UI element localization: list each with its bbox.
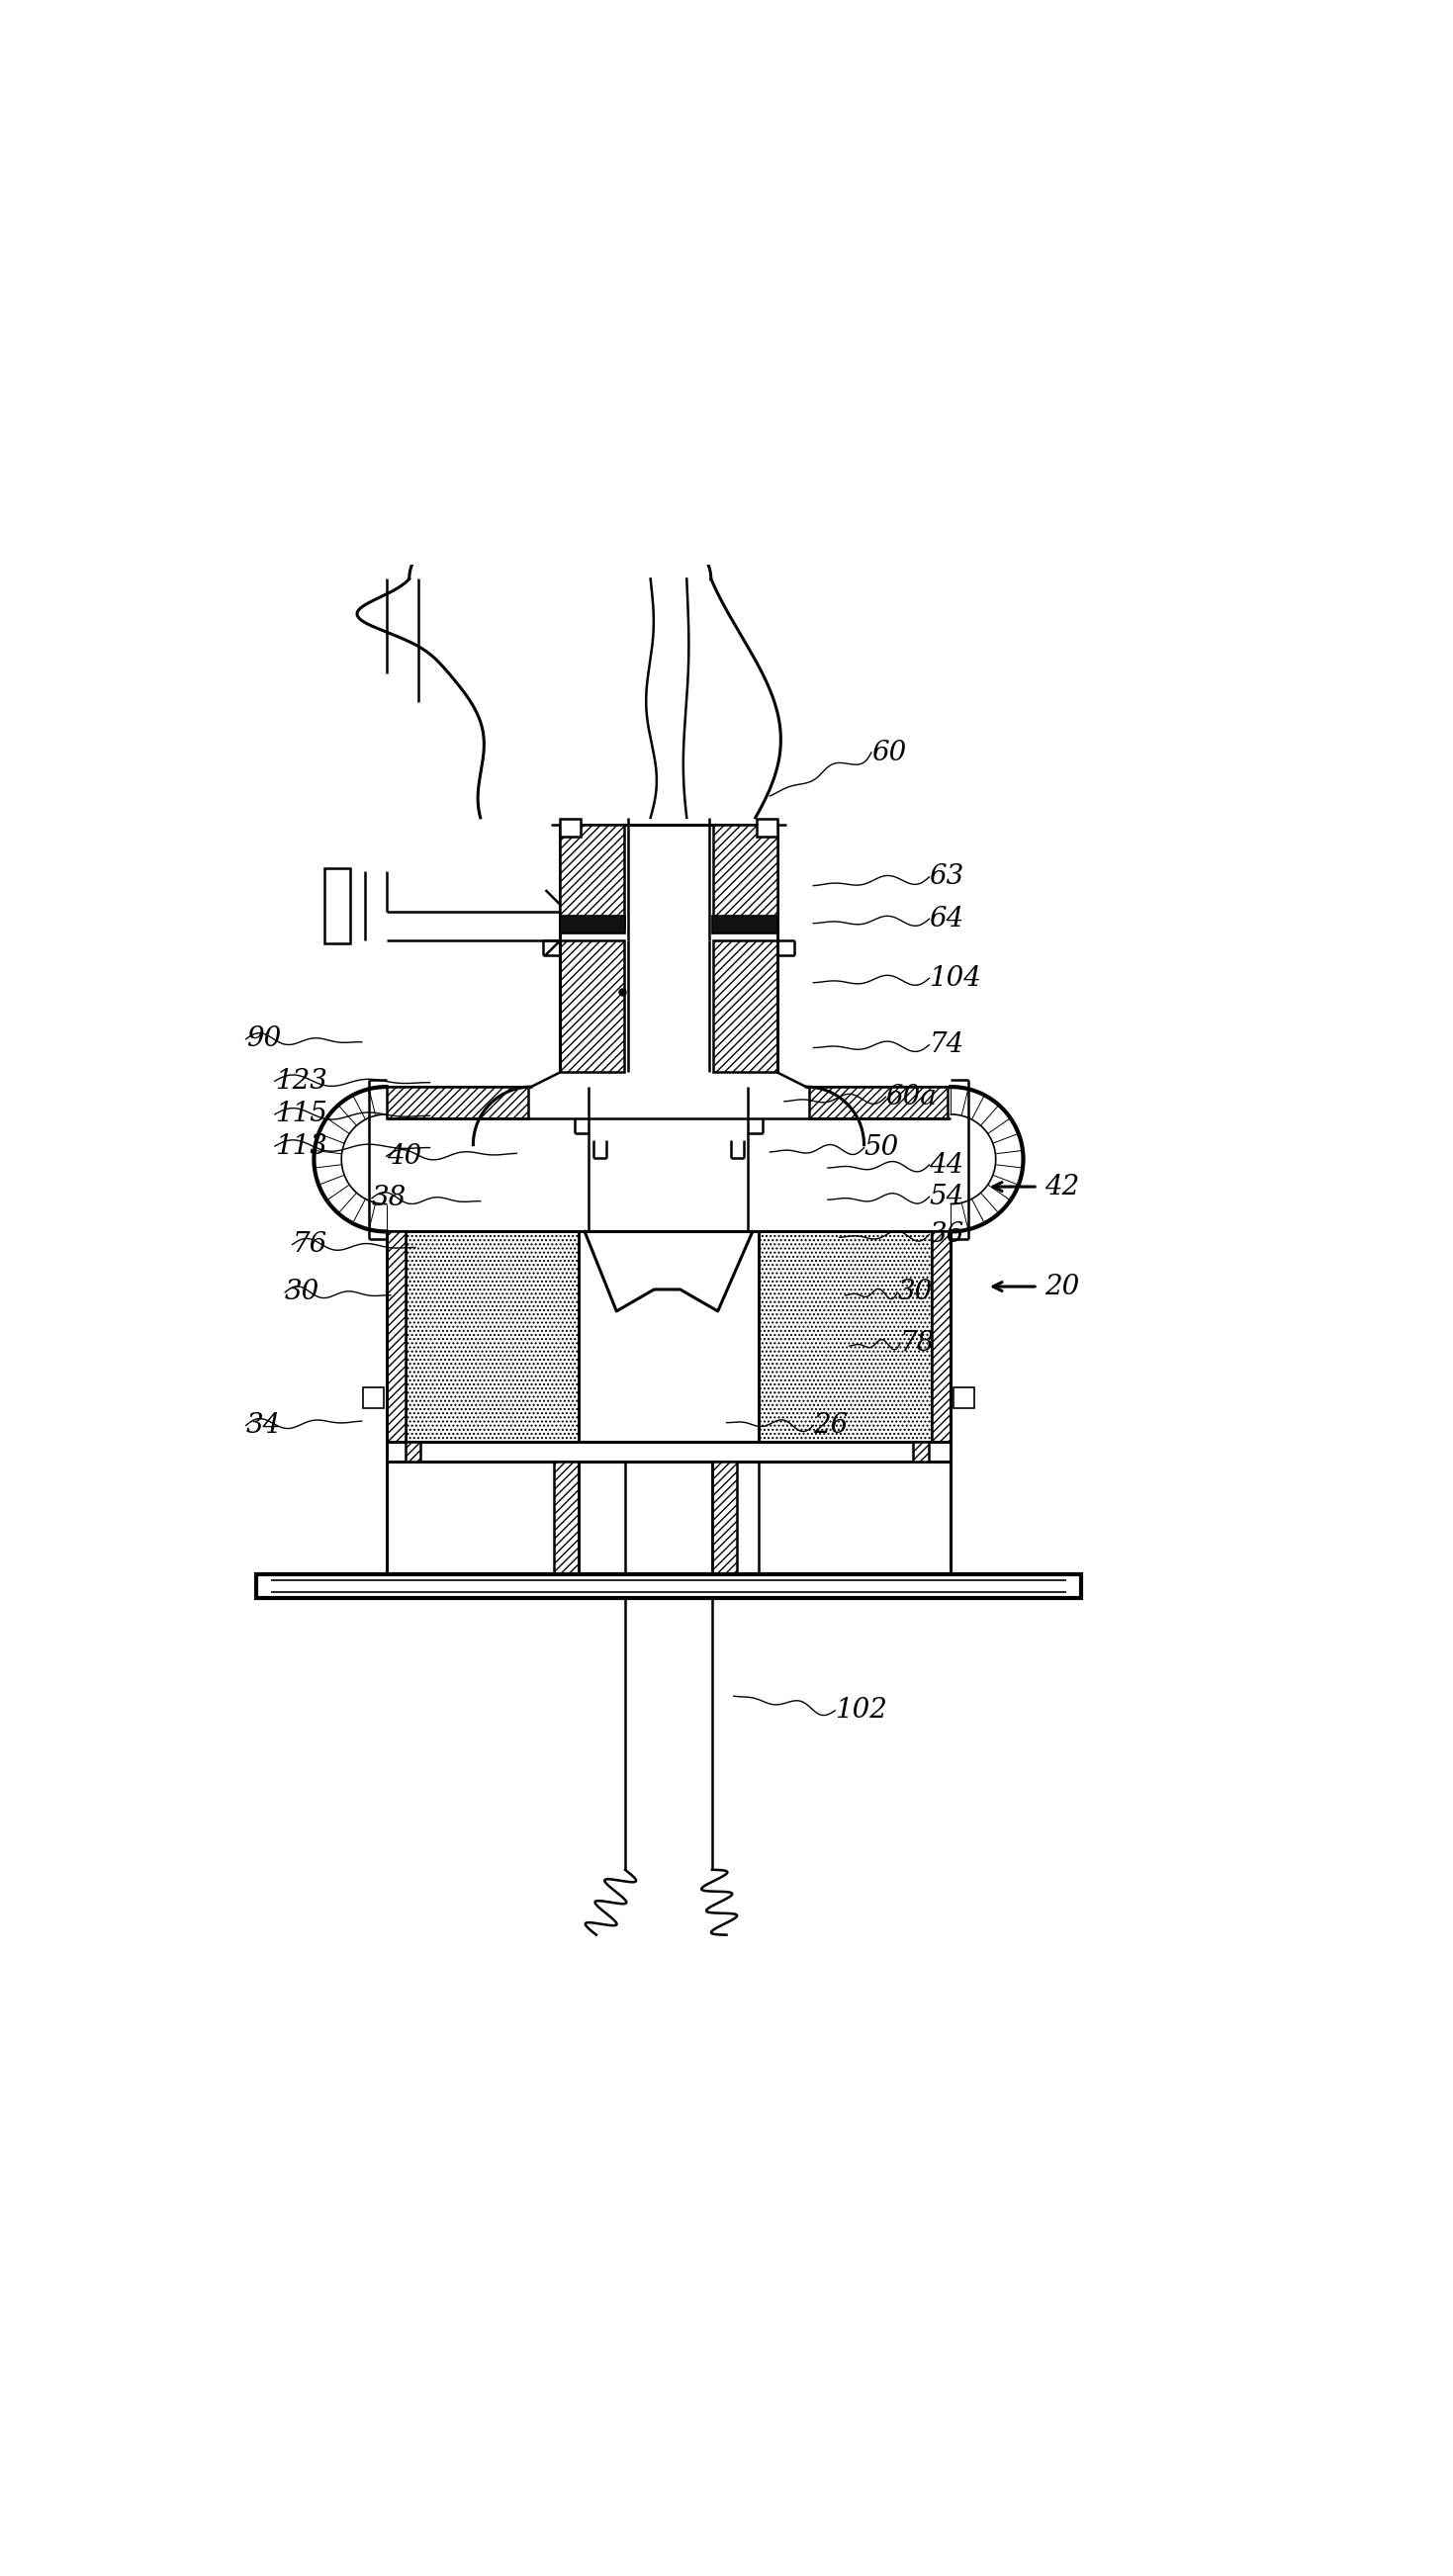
Text: 54: 54	[928, 1182, 963, 1211]
Text: 38: 38	[372, 1185, 407, 1211]
Bar	[363, 1388, 384, 1409]
Text: 20: 20	[1045, 1273, 1080, 1301]
Bar	[559, 819, 580, 837]
Bar	[559, 917, 625, 933]
Text: 50: 50	[865, 1133, 899, 1162]
Bar	[712, 917, 777, 933]
Text: 26: 26	[814, 1412, 849, 1440]
Text: 115: 115	[275, 1100, 327, 1128]
Bar	[405, 1443, 420, 1461]
Text: 36: 36	[928, 1221, 963, 1247]
Bar	[757, 819, 777, 837]
Text: 113: 113	[275, 1133, 327, 1159]
Bar	[386, 1443, 950, 1461]
Bar	[386, 1231, 405, 1443]
Bar	[713, 940, 777, 1072]
Bar	[324, 868, 350, 943]
Bar	[758, 1231, 931, 1443]
Bar	[256, 1574, 1081, 1597]
Text: 60a: 60a	[886, 1084, 937, 1110]
Text: 63: 63	[928, 863, 963, 891]
Bar	[559, 940, 623, 1072]
Bar	[914, 1443, 928, 1461]
Text: 74: 74	[928, 1030, 963, 1059]
Bar	[559, 824, 623, 927]
Text: 44: 44	[928, 1151, 963, 1177]
Text: 90: 90	[246, 1025, 280, 1054]
Bar	[712, 1461, 737, 1574]
Bar	[953, 1388, 974, 1409]
Text: 78: 78	[901, 1329, 936, 1358]
Text: 64: 64	[928, 907, 963, 933]
Bar	[931, 1231, 950, 1443]
Text: 30: 30	[898, 1280, 933, 1306]
Bar	[809, 1087, 947, 1118]
Bar	[386, 1087, 529, 1118]
Text: 40: 40	[386, 1144, 421, 1170]
Bar	[554, 1461, 578, 1574]
Text: 102: 102	[835, 1698, 888, 1723]
Text: 104: 104	[928, 966, 981, 992]
Text: 76: 76	[292, 1231, 327, 1257]
Text: 60: 60	[872, 739, 907, 765]
Text: 34: 34	[246, 1412, 280, 1440]
Text: 42: 42	[1045, 1172, 1080, 1200]
Text: 30: 30	[285, 1280, 320, 1306]
Bar	[713, 824, 777, 927]
Bar	[405, 1231, 578, 1443]
Text: 123: 123	[275, 1066, 327, 1095]
